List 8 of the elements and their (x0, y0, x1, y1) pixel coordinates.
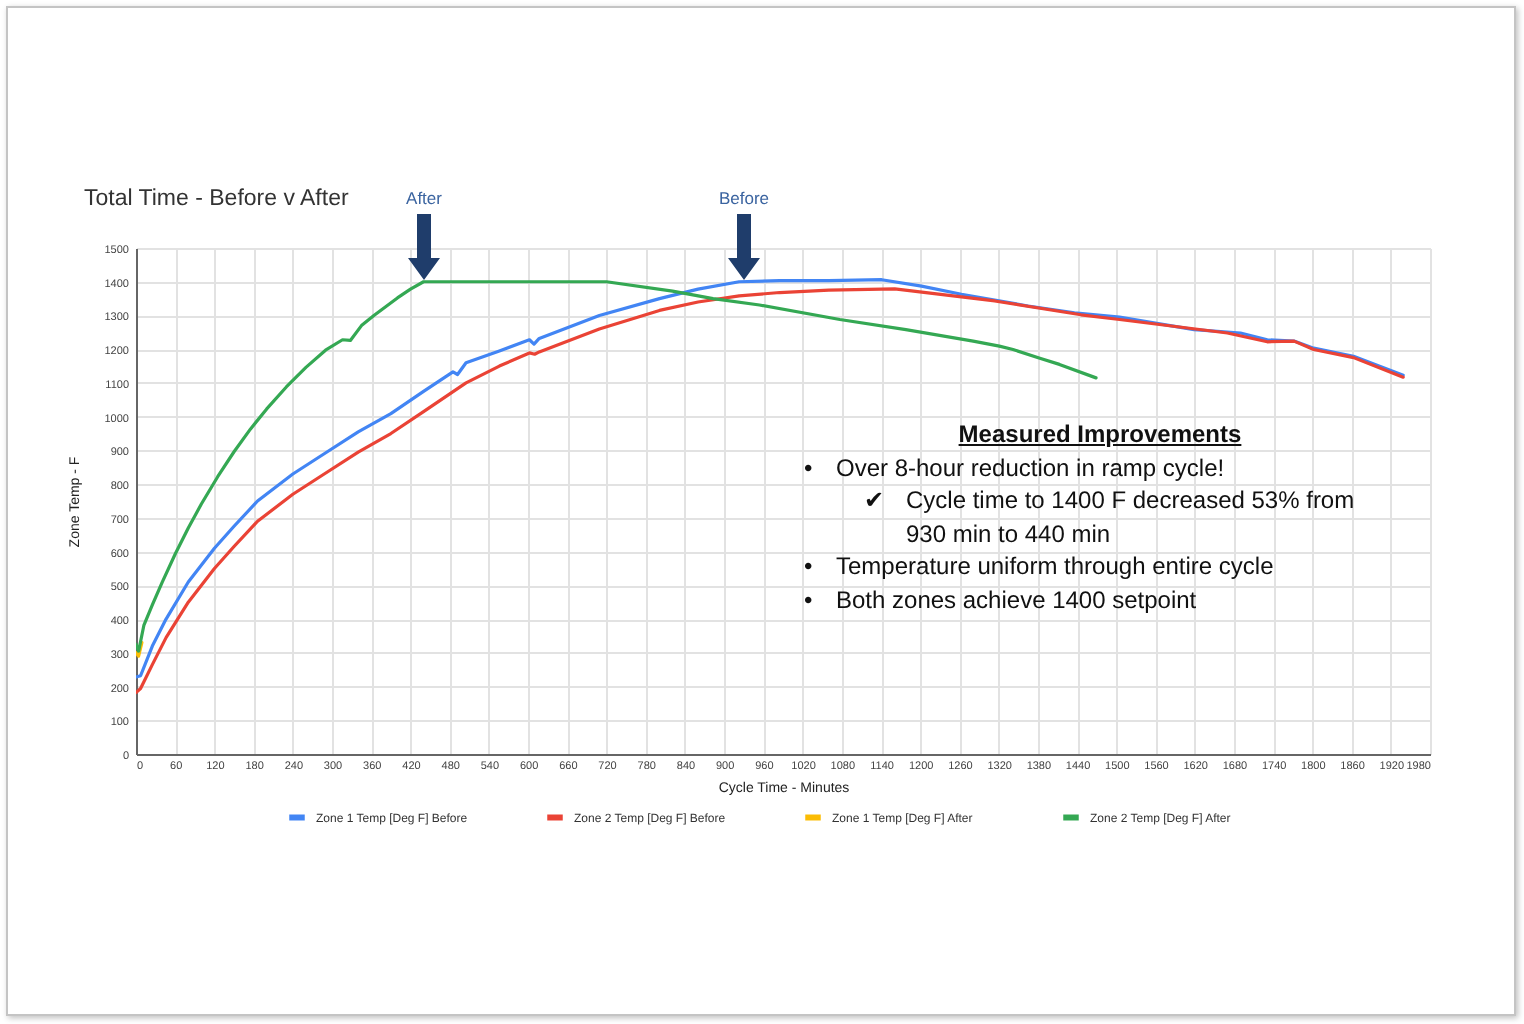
annotation: • Temperature uniform through entire cycle (804, 550, 1276, 583)
annotation: • Over 8-hour reduction in ramp cycle! (804, 451, 1227, 484)
annotation: ✔ Cycle time to 1400 F decreased 53% from 930 min to 440 min (864, 484, 1357, 550)
text: After (406, 188, 442, 208)
annotation: Measured Improvements (956, 418, 1244, 451)
text: Before (718, 188, 770, 208)
chart-title: Total Time - Before v After (84, 187, 349, 211)
annotation: • Both zones achieve 1400 setpoint (804, 583, 1199, 616)
